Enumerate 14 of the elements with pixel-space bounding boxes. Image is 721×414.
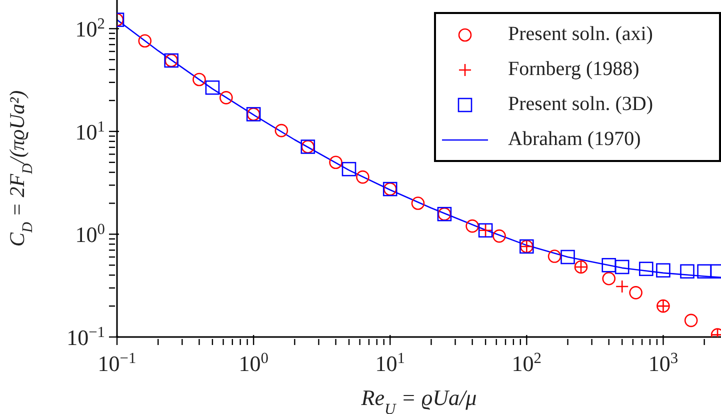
legend-label: Fornberg (1988) [508,58,640,81]
x-tick-label: 10$^{2}$ [512,350,542,376]
legend-label: Present soln. (3D) [508,93,653,116]
y-tick-label: 10$^{1}$ [75,118,105,144]
y-tick-label: 10$^{0}$ [75,220,106,248]
y-tick-label: 10$^{−1}$ [66,324,105,350]
legend-label: Present soln. (axi) [508,23,653,46]
x-tick-label: 10$^{1}$ [375,350,405,376]
x-tick-label: 10$^{0}$ [238,350,269,376]
y-tick-label: 10$^{2}$ [75,15,105,42]
legend-label: Abraham (1970) [508,128,641,151]
x-tick-label: 10$^{−1}$ [98,350,136,376]
x-axis-title: Re$_{U}$ = ϱUa/μ [360,385,477,414]
x-tick-label: 10$^{3}$ [648,350,678,376]
